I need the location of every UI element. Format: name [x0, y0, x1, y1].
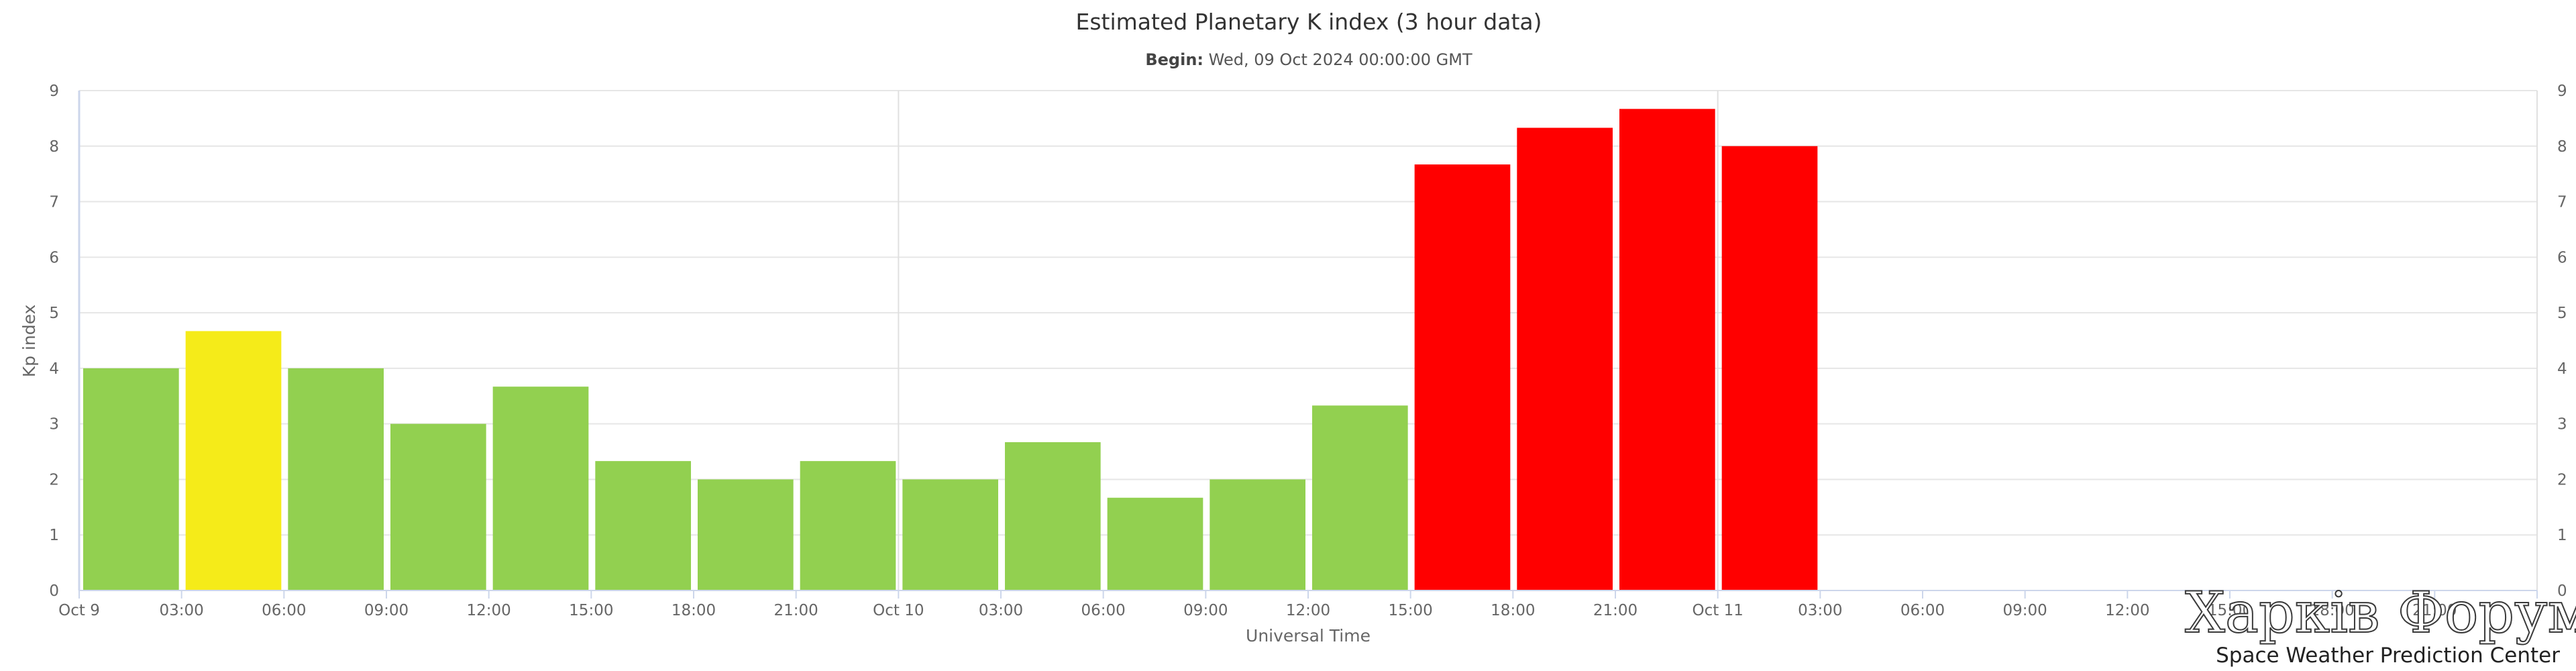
kp-bar[interactable]	[492, 386, 589, 590]
y-tick-label-left: 3	[49, 416, 59, 433]
x-tick-label: 03:00	[1798, 602, 1842, 619]
kp-bar[interactable]	[1005, 442, 1101, 590]
x-tick-label: 15:00	[569, 602, 613, 619]
x-tick-label: 06:00	[1081, 602, 1126, 619]
x-axis-title: Universal Time	[1246, 626, 1371, 646]
x-tick-label: 09:00	[1183, 602, 1228, 619]
watermark: Харків Форум	[2185, 580, 2576, 646]
y-tick-label-right: 4	[2557, 360, 2567, 378]
kp-bar[interactable]	[83, 368, 179, 590]
kp-bar[interactable]	[1619, 109, 1715, 591]
kp-bar[interactable]	[1312, 405, 1408, 590]
chart-title: Estimated Planetary K index (3 hour data…	[1076, 9, 1542, 35]
subtitle-label: Begin:	[1145, 50, 1203, 69]
y-tick-label-right: 0	[2557, 582, 2567, 600]
y-tick-label-left: 5	[49, 305, 59, 322]
kp-bar[interactable]	[288, 368, 384, 590]
credit-label: Space Weather Prediction Center	[2216, 643, 2560, 668]
y-tick-label-right: 2	[2557, 471, 2567, 488]
x-tick-label: 18:00	[1491, 602, 1535, 619]
x-tick-label: 21:00	[2412, 602, 2457, 619]
x-tick-label: 12:00	[1286, 602, 1330, 619]
y-tick-label-left: 6	[49, 249, 59, 266]
x-tick-label: 21:00	[1593, 602, 1638, 619]
x-tick-label: Oct 11	[1692, 602, 1743, 619]
x-tick-label: 18:00	[2310, 602, 2355, 619]
y-tick-label-right: 5	[2557, 305, 2567, 322]
subtitle-value: Wed, 09 Oct 2024 00:00:00 GMT	[1209, 50, 1472, 69]
kp-bar[interactable]	[595, 461, 691, 590]
y-tick-label-left: 9	[49, 83, 59, 100]
x-tick-label: 21:00	[774, 602, 818, 619]
kp-bar[interactable]	[1210, 479, 1305, 590]
y-tick-label-right: 8	[2557, 138, 2567, 156]
y-tick-label-left: 7	[49, 194, 59, 211]
x-tick-label: 03:00	[160, 602, 204, 619]
tick-labels: 0 0 1 1 2 2 3 3 4 4 5 5 6 6 7 7 8 8 9 9 Oct 9 03:00 06:00 09:00…	[49, 83, 2567, 619]
kp-bar[interactable]	[1414, 164, 1511, 590]
kp-bar[interactable]	[390, 423, 486, 590]
y-tick-label-right: 7	[2557, 194, 2567, 211]
y-tick-label-left: 1	[49, 527, 59, 544]
axes	[78, 91, 2538, 599]
x-tick-label: 06:00	[1900, 602, 1945, 619]
y-tick-label-right: 1	[2557, 527, 2567, 544]
x-tick-label: 15:00	[2208, 602, 2252, 619]
y-tick-label-left: 4	[49, 360, 59, 378]
kp-bar[interactable]	[185, 331, 282, 590]
x-tick-label: 06:00	[262, 602, 306, 619]
x-tick-label: 09:00	[2003, 602, 2047, 619]
x-tick-label: 09:00	[364, 602, 409, 619]
y-tick-label-left: 0	[49, 582, 59, 600]
x-tick-label: 18:00	[672, 602, 716, 619]
y-tick-label-left: 8	[49, 138, 59, 156]
y-tick-label-right: 9	[2557, 83, 2567, 100]
kp-bar[interactable]	[1107, 497, 1203, 590]
y-tick-label-right: 3	[2557, 416, 2567, 433]
x-tick-label: 15:00	[1389, 602, 1433, 619]
x-tick-label: 03:00	[979, 602, 1023, 619]
y-tick-label-right: 6	[2557, 249, 2567, 266]
bars	[83, 109, 1818, 591]
x-tick-label: 12:00	[2105, 602, 2149, 619]
grid-lines	[79, 90, 2538, 590]
kp-bar[interactable]	[800, 461, 896, 590]
x-tick-label: Oct 10	[873, 602, 924, 619]
y-tick-label-left: 2	[49, 471, 59, 488]
x-tick-label: 12:00	[467, 602, 511, 619]
x-tick-label: Oct 9	[58, 602, 100, 619]
kp-bar[interactable]	[1721, 146, 1818, 590]
kp-bar[interactable]	[698, 479, 794, 590]
kp-bar[interactable]	[902, 479, 998, 590]
chart-subtitle: Begin: Wed, 09 Oct 2024 00:00:00 GMT	[1145, 50, 1472, 69]
kp-bar[interactable]	[1517, 127, 1613, 590]
y-axis-title: Kp index	[19, 305, 39, 378]
